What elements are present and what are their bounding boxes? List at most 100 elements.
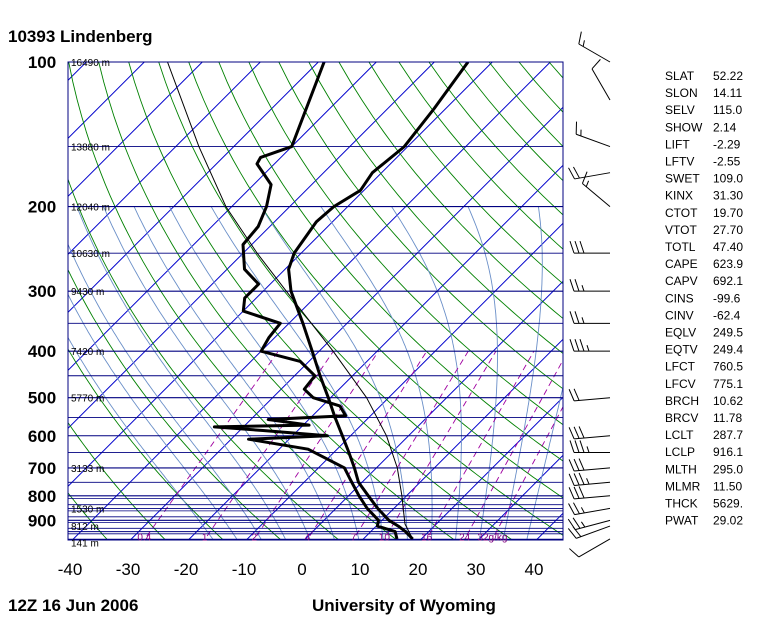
index-key: KINX	[665, 189, 693, 203]
barb-staff	[582, 183, 611, 207]
index-value: 287.7	[713, 428, 743, 442]
mixing-ratio-label: 32g/kg	[477, 532, 507, 543]
index-key: PWAT	[665, 514, 699, 528]
index-value: 47.40	[713, 240, 743, 254]
barb-feather	[579, 240, 585, 254]
height-label: 9430 m	[71, 287, 104, 298]
index-key: LFTV	[665, 155, 694, 169]
barb-feather	[574, 339, 580, 352]
index-row: TOTL 47.40	[665, 240, 743, 254]
index-value: 52.22	[713, 69, 743, 83]
index-row: KINX 31.30	[665, 189, 743, 203]
pressure-axis: 100 200 300 400 500 600 700 800 900	[28, 53, 56, 530]
isotherm-line	[187, 164, 563, 540]
index-value: 249.4	[713, 343, 743, 357]
pressure-tick-label: 800	[28, 487, 56, 506]
moist-adiabat-line	[210, 206, 384, 540]
wind-barb	[569, 538, 611, 558]
index-row: PWAT 29.02	[665, 514, 743, 528]
index-key: MLMR	[665, 479, 701, 493]
moist-adiabat-line	[467, 206, 498, 540]
moist-adiabat-line	[320, 206, 433, 540]
moist-adiabat-lines	[68, 206, 563, 540]
pressure-tick-label: 500	[28, 389, 56, 408]
dry-adiabat-line	[98, 62, 456, 540]
height-label: 141 m	[71, 538, 99, 549]
dry-adiabat-line	[218, 62, 563, 462]
temperature-tick-label: -30	[116, 560, 141, 579]
index-row: CINV -62.4	[665, 308, 741, 322]
barb-feather	[573, 458, 580, 471]
barb-half-feather	[581, 317, 585, 324]
isotherm-line	[245, 222, 563, 540]
index-key: EQTV	[665, 343, 698, 357]
index-key: SLAT	[665, 69, 695, 83]
index-key: CINS	[665, 291, 694, 305]
mixing-ratio-label: 0.4	[137, 532, 151, 543]
barb-feather	[569, 548, 580, 558]
index-row: CINS -99.6	[665, 291, 741, 305]
wind-barb	[568, 166, 611, 180]
index-key: MLTH	[665, 462, 697, 476]
barb-half-feather	[585, 180, 590, 187]
barb-feather	[574, 311, 580, 324]
index-value: 29.02	[713, 514, 743, 528]
isotherm-line	[68, 62, 146, 140]
parcel-trace	[167, 62, 414, 540]
data-source: University of Wyoming	[312, 596, 496, 615]
moist-adiabat-line	[260, 206, 408, 540]
index-key: CAPE	[665, 257, 698, 271]
barb-feather	[567, 518, 576, 530]
barb-feather	[573, 166, 580, 179]
index-value: 692.1	[713, 274, 743, 288]
mixing-ratio-label: 1	[202, 532, 208, 543]
mixing-ratio-label: 16	[421, 532, 433, 543]
index-key: VTOT	[665, 223, 697, 237]
isotherm-line	[68, 62, 494, 488]
barb-half-feather	[580, 521, 586, 528]
index-row: EQTV 249.4	[665, 343, 743, 357]
barb-staff	[574, 397, 611, 402]
barb-feather	[568, 473, 575, 486]
barb-feather	[579, 440, 585, 453]
mixing-ratio-line	[143, 350, 279, 540]
barb-feather	[578, 458, 585, 471]
temperature-tick-label: 10	[351, 560, 370, 579]
index-value: 27.70	[713, 223, 743, 237]
temperature-tick-label: -10	[232, 560, 257, 579]
isobar-lines	[68, 62, 563, 540]
height-label: 7420 m	[71, 347, 104, 358]
barb-feather	[573, 388, 580, 401]
sounding-traces	[167, 62, 470, 540]
index-row: VTOT 27.70	[665, 223, 743, 237]
barb-feather	[569, 339, 575, 352]
isotherm-line	[71, 62, 552, 540]
barb-staff	[591, 68, 611, 101]
pressure-tick-label: 600	[28, 427, 56, 446]
barb-feather	[578, 486, 585, 499]
dry-adiabat-line	[68, 421, 167, 540]
isotherm-line	[419, 396, 563, 540]
barb-staff	[578, 43, 611, 63]
index-row: MLTH 295.0	[665, 462, 743, 476]
moist-adiabat-line	[502, 206, 543, 540]
isotherm-line	[68, 62, 378, 372]
mixing-ratio-line	[383, 350, 497, 540]
index-row: BRCV 11.78	[665, 411, 742, 425]
index-key: LFCT	[665, 360, 696, 374]
index-value: 760.5	[713, 360, 743, 374]
temperature-tick-label: 20	[409, 560, 428, 579]
barb-feather	[578, 31, 582, 45]
moist-adiabat-line	[68, 243, 263, 540]
isotherm-line	[68, 62, 204, 198]
index-row: LCLT 287.7	[665, 428, 743, 442]
moist-adiabat-line	[169, 206, 360, 540]
index-value: -62.4	[713, 308, 741, 322]
index-key: SWET	[665, 172, 700, 186]
moist-adiabat-line	[76, 206, 287, 540]
wind-barb	[569, 279, 610, 292]
wind-barb	[591, 59, 611, 101]
isotherm-line	[477, 454, 563, 540]
barb-staff	[576, 525, 611, 539]
moist-adiabat-line	[133, 206, 336, 540]
